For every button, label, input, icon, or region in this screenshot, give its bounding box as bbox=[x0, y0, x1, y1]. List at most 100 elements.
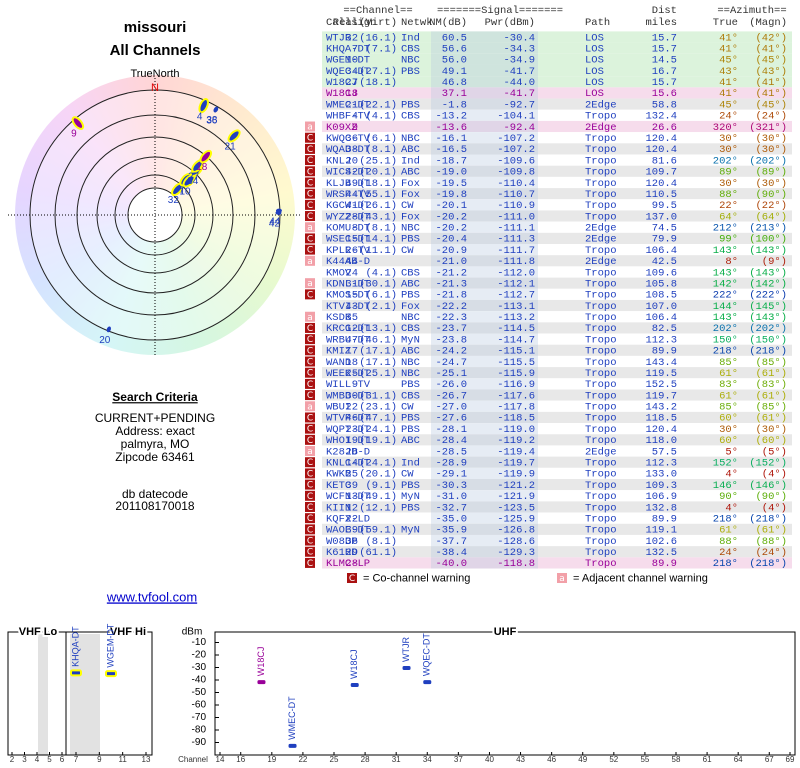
x-tick-label: 34 bbox=[423, 755, 432, 764]
site-link[interactable]: www.tvfool.com bbox=[106, 589, 197, 604]
table-cell: KDNL-DT bbox=[326, 278, 370, 290]
table-cell: NBC bbox=[401, 312, 420, 324]
table-cell: 49.1 bbox=[442, 66, 467, 78]
row-background bbox=[322, 132, 792, 144]
table-cell: (24.1) bbox=[359, 458, 397, 470]
table-cell: PBS bbox=[401, 480, 420, 492]
station-marker bbox=[423, 680, 432, 685]
row-background bbox=[322, 165, 792, 177]
table-cell: -21.2 bbox=[435, 267, 467, 279]
table-cell: 42.5 bbox=[652, 256, 677, 268]
table-cell: -35.9 bbox=[435, 525, 467, 537]
table-cell: 45° bbox=[719, 99, 738, 111]
table-cell: Tropo bbox=[585, 189, 617, 201]
table-cell: (18.1) bbox=[359, 178, 397, 190]
table-cell: 106.9 bbox=[645, 491, 677, 503]
table-cell: 2Edge bbox=[585, 234, 617, 246]
signal-cell-shade bbox=[431, 87, 538, 99]
row-background bbox=[322, 221, 792, 233]
table-cell: -115.5 bbox=[497, 357, 535, 369]
station-label: 20 bbox=[99, 335, 111, 346]
row-background bbox=[322, 87, 792, 99]
table-cell: 143° bbox=[713, 267, 738, 279]
table-cell: -110.7 bbox=[497, 189, 535, 201]
table-cell: -110.4 bbox=[497, 178, 535, 190]
table-cell: (30°) bbox=[755, 178, 787, 190]
table-cell: 85° bbox=[719, 402, 738, 414]
table-cell: ABC bbox=[401, 435, 420, 447]
table-cell: 16.7 bbox=[652, 66, 677, 78]
station-marker bbox=[213, 106, 219, 113]
table-cell: 137.0 bbox=[645, 211, 677, 223]
x-tick-label: 58 bbox=[672, 755, 681, 764]
table-cell: -26.0 bbox=[435, 379, 467, 391]
signal-cell-shade bbox=[431, 288, 538, 300]
table-cell: Tropo bbox=[585, 211, 617, 223]
table-cell: Tropo bbox=[585, 491, 617, 503]
table-cell: (14.1) bbox=[359, 234, 397, 246]
table-cell: Fox bbox=[401, 211, 420, 223]
row-background bbox=[322, 456, 792, 468]
warning-icon-letter: C bbox=[307, 156, 313, 166]
table-cell: ABC bbox=[401, 144, 420, 156]
table-cell: CBS bbox=[401, 111, 420, 123]
table-cell: 132.8 bbox=[645, 502, 677, 514]
column-header: miles bbox=[645, 17, 677, 29]
warning-icon bbox=[305, 468, 315, 479]
table-cell: (11.1) bbox=[359, 245, 397, 257]
table-cell: KRCG-DT bbox=[326, 323, 370, 335]
table-cell: -111.7 bbox=[497, 245, 535, 257]
table-cell: PBS bbox=[401, 99, 420, 111]
table-cell: 58.8 bbox=[652, 99, 677, 111]
row-background bbox=[322, 367, 792, 379]
row-background bbox=[322, 266, 792, 278]
panel-frame bbox=[7, 631, 67, 756]
station-label: 7 bbox=[179, 185, 185, 196]
y-tick-label: -20 bbox=[192, 650, 207, 661]
table-cell: -21.3 bbox=[435, 278, 467, 290]
warning-icon-letter: a bbox=[307, 279, 313, 289]
table-cell: 15.6 bbox=[652, 88, 677, 100]
x-tick-label: 52 bbox=[609, 755, 618, 764]
warning-icon bbox=[305, 546, 315, 557]
warning-icon-letter: C bbox=[307, 525, 313, 535]
table-cell: (30°) bbox=[755, 144, 787, 156]
warning-icon-letter: C bbox=[307, 425, 313, 435]
table-cell: 89.9 bbox=[652, 558, 677, 570]
station-label: 34 bbox=[187, 176, 199, 187]
signal-cell-shade bbox=[431, 165, 538, 177]
table-cell: Tropo bbox=[585, 144, 617, 156]
table-cell: KLJB-DT bbox=[326, 178, 370, 190]
table-cell: KMIZ bbox=[326, 346, 351, 358]
warning-icon-letter: a bbox=[307, 402, 313, 412]
table-cell: 8 bbox=[352, 223, 358, 235]
table-cell: WCFN-DT bbox=[326, 491, 370, 503]
table-cell: 9 bbox=[352, 122, 358, 134]
warning-icon bbox=[305, 278, 315, 289]
table-cell: 22 bbox=[345, 513, 358, 525]
warning-icon-letter: C bbox=[307, 234, 313, 244]
table-cell: 109.3 bbox=[645, 480, 677, 492]
signal-cell-shade bbox=[431, 53, 538, 65]
table-cell: 109.7 bbox=[645, 167, 677, 179]
table-cell: -115.1 bbox=[497, 346, 535, 358]
table-cell: Tropo bbox=[585, 424, 617, 436]
datecode-label: db datecode bbox=[122, 487, 188, 501]
table-cell: (5°) bbox=[762, 446, 787, 458]
table-cell: Tropo bbox=[585, 245, 617, 257]
table-cell: 29 bbox=[345, 547, 358, 559]
table-cell: 28 bbox=[345, 446, 358, 458]
table-cell: MyN bbox=[401, 525, 420, 537]
table-cell: -119.0 bbox=[497, 424, 535, 436]
table-cell: (8.1) bbox=[365, 144, 397, 156]
signal-cell-shade bbox=[431, 120, 538, 133]
warning-icon bbox=[305, 446, 315, 457]
table-cell: -109.8 bbox=[497, 167, 535, 179]
table-cell: 81.6 bbox=[652, 155, 677, 167]
table-cell: WRBU-DT bbox=[326, 334, 370, 346]
table-cell: -32.7 bbox=[435, 502, 467, 514]
table-cell: 109.6 bbox=[645, 267, 677, 279]
table-cell: WEEK-DT bbox=[326, 368, 370, 380]
